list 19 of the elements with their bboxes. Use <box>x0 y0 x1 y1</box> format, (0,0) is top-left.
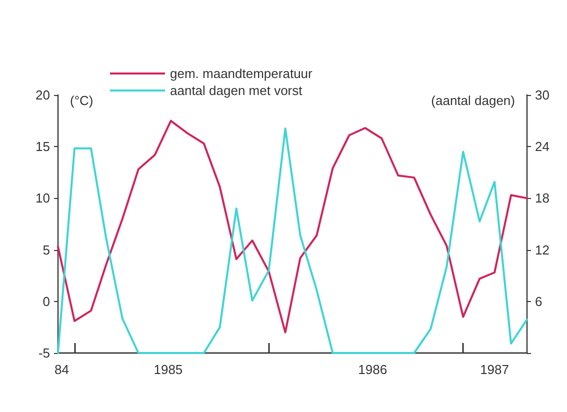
y2-tick-label: 24 <box>535 139 550 154</box>
legend-label: aantal dagen met vorst <box>170 83 303 98</box>
x-tick-label: 1987 <box>480 362 509 377</box>
y2-tick-label: 12 <box>535 242 550 258</box>
legend-label: gem. maandtemperatuur <box>170 66 314 81</box>
x-tick-label: 1985 <box>154 362 183 377</box>
x-tick-label: 1986 <box>358 362 388 377</box>
y-axis-title: (°C) <box>70 93 94 108</box>
y-tick-label: 20 <box>36 88 50 102</box>
y2-tick-label: 18 <box>535 190 550 206</box>
y-tick-label: 5 <box>42 242 50 258</box>
y2-tick-label: 30 <box>535 88 550 102</box>
x-tick-label: 84 <box>54 362 69 377</box>
y2-axis-title: (aantal dagen) <box>431 93 515 108</box>
y-tick-label: 0 <box>42 294 50 309</box>
y-tick-label: -5 <box>38 346 50 360</box>
y2-tick-label: 6 <box>535 294 542 309</box>
y-tick-label: 15 <box>36 139 50 154</box>
y-tick-label: 10 <box>36 190 50 206</box>
